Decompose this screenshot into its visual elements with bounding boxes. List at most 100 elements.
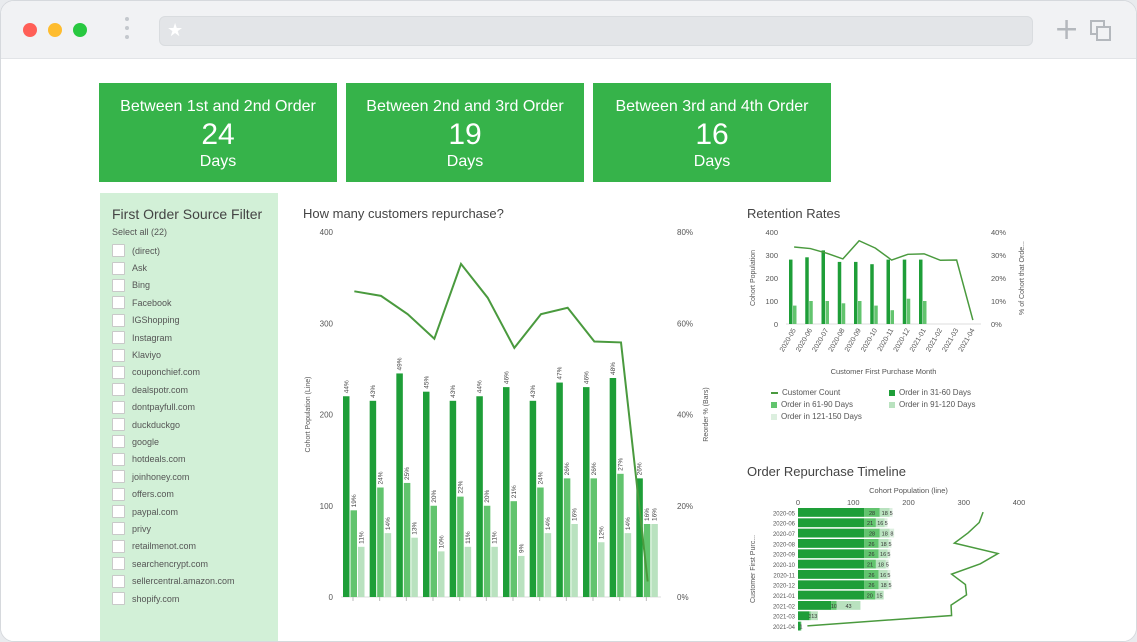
timeline-segment: [864, 549, 879, 559]
filter-item[interactable]: dontpayfull.com: [112, 399, 278, 416]
bar: [529, 400, 537, 597]
y-axis-label: Cohort Population (Line): [305, 377, 312, 453]
bar-label: 14%: [625, 517, 632, 530]
filter-checkbox[interactable]: [112, 557, 125, 571]
filter-item-label: joinhoney.com: [132, 471, 190, 482]
filter-checkbox[interactable]: [112, 435, 125, 449]
filter-item[interactable]: Klaviyo: [112, 346, 278, 363]
y2-tick-label: 20%: [991, 274, 1006, 283]
select-all-link[interactable]: Select all (22): [112, 227, 168, 237]
bar: [449, 400, 457, 597]
filter-checkbox[interactable]: [112, 470, 125, 484]
filter-item[interactable]: Ask: [112, 259, 278, 276]
filter-checkbox[interactable]: [112, 313, 125, 327]
bar-label: 26%: [637, 462, 644, 475]
bar: [643, 524, 651, 597]
timeline-segment: [798, 528, 865, 538]
filter-item[interactable]: sellercentral.amazon.com: [112, 572, 278, 589]
bar-label: 13%: [412, 521, 419, 534]
filter-item[interactable]: duckduckgo: [112, 416, 278, 433]
filter-item[interactable]: shopify.com: [112, 590, 278, 607]
legend-label: Order in 61-90 Days: [781, 400, 854, 409]
filter-item[interactable]: IGShopping: [112, 312, 278, 329]
kpi-title: Between 2nd and 3rd Order: [366, 98, 564, 115]
filter-item-label: duckduckgo: [132, 419, 181, 430]
filter-checkbox[interactable]: [112, 452, 125, 466]
y2-tick-label: 60%: [677, 319, 693, 328]
bar-label: 45%: [423, 375, 430, 388]
legend-swatch: [889, 401, 895, 408]
bar-label: 20%: [484, 490, 491, 503]
drag-handle-icon[interactable]: [124, 17, 130, 45]
filter-checkbox[interactable]: [112, 487, 125, 501]
filter-item[interactable]: paypal.com: [112, 503, 278, 520]
bar: [651, 524, 658, 597]
bar: [886, 259, 890, 324]
y-tick-label: 2020-12: [773, 584, 796, 590]
filter-item[interactable]: dealspotr.com: [112, 381, 278, 398]
y-tick-label: 400: [320, 228, 334, 237]
filter-item[interactable]: searchencrypt.com: [112, 555, 278, 572]
timeline-segment: [887, 549, 891, 559]
filter-checkbox[interactable]: [112, 278, 125, 292]
bar: [457, 496, 464, 597]
filter-item[interactable]: retailmenot.com: [112, 538, 278, 555]
filter-checkbox[interactable]: [112, 522, 125, 536]
filter-item-label: retailmenot.com: [132, 541, 197, 552]
filter-checkbox[interactable]: [112, 244, 125, 258]
kpi-title: Between 3rd and 4th Order: [615, 98, 809, 115]
filter-item[interactable]: google: [112, 433, 278, 450]
filter-item[interactable]: joinhoney.com: [112, 468, 278, 485]
filter-item[interactable]: privy: [112, 520, 278, 537]
timeline-segment: [875, 518, 885, 528]
y-tick-label: 2020-09: [773, 553, 796, 559]
tabs-overview-icon[interactable]: [1090, 20, 1112, 42]
filter-checkbox[interactable]: [112, 383, 125, 397]
filter-item[interactable]: (direct): [112, 242, 278, 259]
filter-item-label: dealspotr.com: [132, 384, 189, 395]
filter-checkbox[interactable]: [112, 296, 125, 310]
filter-checkbox[interactable]: [112, 418, 125, 432]
bar-label: 44%: [343, 380, 350, 393]
filter-checkbox[interactable]: [112, 348, 125, 362]
filter-item[interactable]: Bing: [112, 277, 278, 294]
bar-label: 20%: [431, 490, 438, 503]
legend-swatch: [771, 401, 777, 408]
timeline-segment: [809, 611, 811, 621]
bar: [789, 259, 793, 324]
segment-label: 5: [885, 521, 888, 527]
timeline-segment: [878, 549, 888, 559]
filter-checkbox[interactable]: [112, 574, 125, 588]
y-tick-label: 400: [765, 228, 778, 237]
filter-checkbox[interactable]: [112, 592, 125, 605]
segment-label: 28: [869, 511, 875, 517]
filter-item[interactable]: hotdeals.com: [112, 451, 278, 468]
bar: [476, 396, 483, 597]
filter-checkbox[interactable]: [112, 400, 125, 414]
filter-checkbox[interactable]: [112, 331, 125, 345]
filter-item[interactable]: Instagram: [112, 329, 278, 346]
close-window-button[interactable]: [23, 23, 37, 37]
filter-item[interactable]: couponchief.com: [112, 364, 278, 381]
filter-checkbox[interactable]: [112, 539, 125, 553]
bar: [617, 473, 624, 597]
filter-checkbox[interactable]: [112, 505, 125, 519]
filter-item[interactable]: Facebook: [112, 294, 278, 311]
filter-item[interactable]: offers.com: [112, 485, 278, 502]
filter-item-label: sellercentral.amazon.com: [132, 576, 235, 587]
y-tick-label: 2021-01: [773, 594, 796, 600]
minimize-window-button[interactable]: [48, 23, 62, 37]
segment-label: 28: [869, 532, 875, 538]
address-bar[interactable]: [159, 16, 1033, 46]
timeline-segment: [798, 570, 865, 579]
new-tab-icon[interactable]: +: [1054, 12, 1080, 47]
segment-label: 5: [886, 563, 889, 569]
retention-chart-title: Retention Rates: [747, 206, 841, 221]
bar: [809, 301, 813, 324]
maximize-window-button[interactable]: [73, 23, 87, 37]
filter-checkbox[interactable]: [112, 365, 125, 379]
filter-checkbox[interactable]: [112, 261, 125, 275]
bookmark-star-icon[interactable]: ★: [167, 20, 184, 40]
segment-label: 5: [888, 583, 891, 589]
y-tick-label: 200: [765, 274, 778, 283]
